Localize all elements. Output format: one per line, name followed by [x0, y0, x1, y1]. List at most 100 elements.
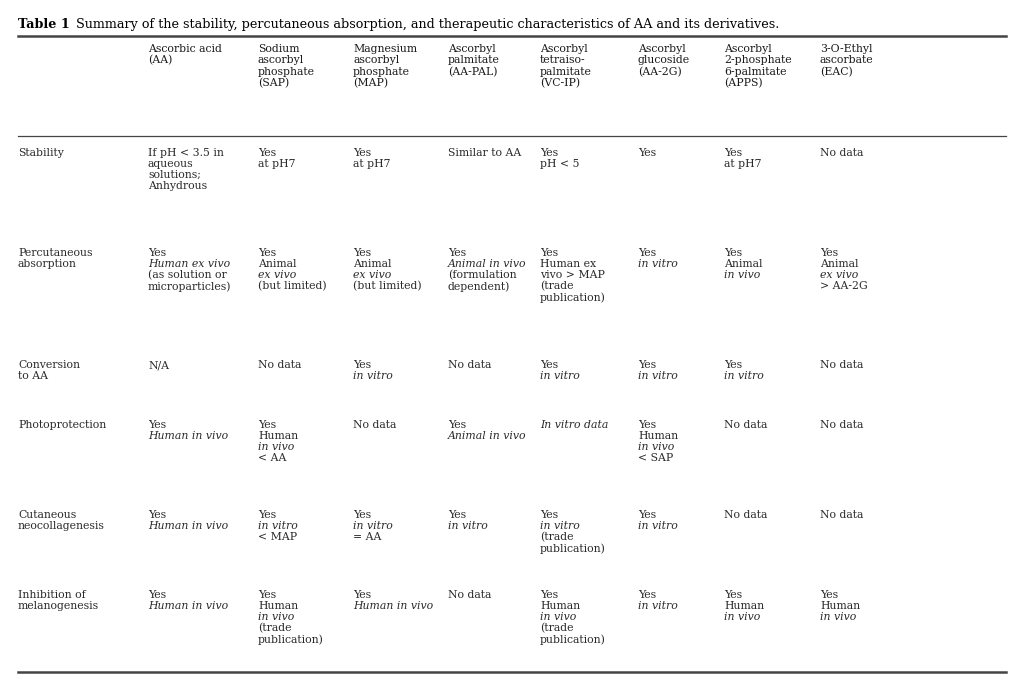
Text: Yes: Yes: [148, 590, 166, 600]
Text: (formulation: (formulation: [449, 270, 517, 280]
Text: Yes: Yes: [638, 590, 656, 600]
Text: (trade: (trade: [540, 623, 573, 633]
Text: No data: No data: [820, 510, 863, 520]
Text: Yes: Yes: [638, 420, 656, 430]
Text: Human in vivo: Human in vivo: [148, 521, 228, 531]
Text: in vitro: in vitro: [449, 521, 487, 531]
Text: Yes: Yes: [353, 590, 371, 600]
Text: (APPS): (APPS): [724, 78, 763, 88]
Text: (AA-PAL): (AA-PAL): [449, 67, 498, 77]
Text: Ascorbyl: Ascorbyl: [724, 44, 772, 54]
Text: Yes: Yes: [449, 248, 466, 258]
Text: Yes: Yes: [638, 248, 656, 258]
Text: absorption: absorption: [18, 259, 77, 269]
Text: If pH < 3.5 in: If pH < 3.5 in: [148, 148, 224, 158]
Text: palmitate: palmitate: [540, 67, 592, 77]
Text: No data: No data: [820, 148, 863, 158]
Text: Human: Human: [258, 601, 298, 611]
Text: Yes: Yes: [820, 590, 838, 600]
Text: Yes: Yes: [148, 420, 166, 430]
Text: Yes: Yes: [540, 248, 558, 258]
Text: ascorbyl: ascorbyl: [258, 55, 304, 65]
Text: Yes: Yes: [724, 590, 742, 600]
Text: Stability: Stability: [18, 148, 63, 158]
Text: Ascorbyl: Ascorbyl: [540, 44, 588, 54]
Text: Human in vivo: Human in vivo: [148, 431, 228, 441]
Text: Cutaneous: Cutaneous: [18, 510, 76, 520]
Text: Yes: Yes: [258, 510, 276, 520]
Text: No data: No data: [820, 420, 863, 430]
Text: (but limited): (but limited): [258, 281, 327, 292]
Text: phosphate: phosphate: [258, 67, 315, 77]
Text: in vitro: in vitro: [638, 521, 678, 531]
Text: Yes: Yes: [724, 248, 742, 258]
Text: 3-O-Ethyl: 3-O-Ethyl: [820, 44, 872, 54]
Text: Summary of the stability, percutaneous absorption, and therapeutic characteristi: Summary of the stability, percutaneous a…: [72, 18, 779, 31]
Text: Animal in vivo: Animal in vivo: [449, 259, 526, 269]
Text: at pH7: at pH7: [724, 159, 762, 169]
Text: tetraiso-: tetraiso-: [540, 55, 586, 65]
Text: solutions;: solutions;: [148, 170, 201, 180]
Text: > AA-2G: > AA-2G: [820, 281, 867, 291]
Text: Yes: Yes: [148, 248, 166, 258]
Text: Ascorbyl: Ascorbyl: [449, 44, 496, 54]
Text: publication): publication): [540, 634, 606, 645]
Text: in vitro: in vitro: [540, 521, 580, 531]
Text: Sodium: Sodium: [258, 44, 299, 54]
Text: Yes: Yes: [353, 248, 371, 258]
Text: Ascorbic acid: Ascorbic acid: [148, 44, 222, 54]
Text: Animal: Animal: [353, 259, 391, 269]
Text: No data: No data: [353, 420, 396, 430]
Text: aqueous: aqueous: [148, 159, 194, 169]
Text: (SAP): (SAP): [258, 78, 289, 88]
Text: Yes: Yes: [258, 148, 276, 158]
Text: = AA: = AA: [353, 532, 381, 542]
Text: Photoprotection: Photoprotection: [18, 420, 106, 430]
Text: Yes: Yes: [638, 148, 656, 158]
Text: Yes: Yes: [258, 420, 276, 430]
Text: Yes: Yes: [449, 510, 466, 520]
Text: Yes: Yes: [353, 360, 371, 370]
Text: Yes: Yes: [820, 248, 838, 258]
Text: Yes: Yes: [258, 248, 276, 258]
Text: phosphate: phosphate: [353, 67, 410, 77]
Text: ex vivo: ex vivo: [258, 270, 296, 280]
Text: Animal in vivo: Animal in vivo: [449, 431, 526, 441]
Text: No data: No data: [449, 360, 492, 370]
Text: in vivo: in vivo: [638, 442, 674, 452]
Text: Human ex vivo: Human ex vivo: [148, 259, 230, 269]
Text: Inhibition of: Inhibition of: [18, 590, 86, 600]
Text: in vitro: in vitro: [638, 259, 678, 269]
Text: Yes: Yes: [540, 148, 558, 158]
Text: Yes: Yes: [540, 360, 558, 370]
Text: N/A: N/A: [148, 360, 169, 370]
Text: Human: Human: [258, 431, 298, 441]
Text: Yes: Yes: [724, 148, 742, 158]
Text: No data: No data: [724, 420, 767, 430]
Text: Yes: Yes: [258, 590, 276, 600]
Text: Yes: Yes: [724, 360, 742, 370]
Text: publication): publication): [540, 543, 606, 554]
Text: < AA: < AA: [258, 453, 287, 464]
Text: Conversion: Conversion: [18, 360, 80, 370]
Text: in vitro: in vitro: [353, 521, 393, 531]
Text: Yes: Yes: [353, 148, 371, 158]
Text: ex vivo: ex vivo: [820, 270, 858, 280]
Text: Human in vivo: Human in vivo: [353, 601, 433, 611]
Text: (VC-IP): (VC-IP): [540, 78, 581, 88]
Text: Yes: Yes: [638, 360, 656, 370]
Text: Ascorbyl: Ascorbyl: [638, 44, 686, 54]
Text: in vitro: in vitro: [540, 371, 580, 381]
Text: Similar to AA: Similar to AA: [449, 148, 521, 158]
Text: vivo > MAP: vivo > MAP: [540, 270, 605, 280]
Text: Human in vivo: Human in vivo: [148, 601, 228, 611]
Text: No data: No data: [820, 360, 863, 370]
Text: No data: No data: [724, 510, 767, 520]
Text: microparticles): microparticles): [148, 281, 231, 292]
Text: Percutaneous: Percutaneous: [18, 248, 92, 258]
Text: in vivo: in vivo: [258, 612, 294, 622]
Text: Table 1: Table 1: [18, 18, 70, 31]
Text: (as solution or: (as solution or: [148, 270, 226, 280]
Text: Yes: Yes: [449, 420, 466, 430]
Text: melanogenesis: melanogenesis: [18, 601, 99, 611]
